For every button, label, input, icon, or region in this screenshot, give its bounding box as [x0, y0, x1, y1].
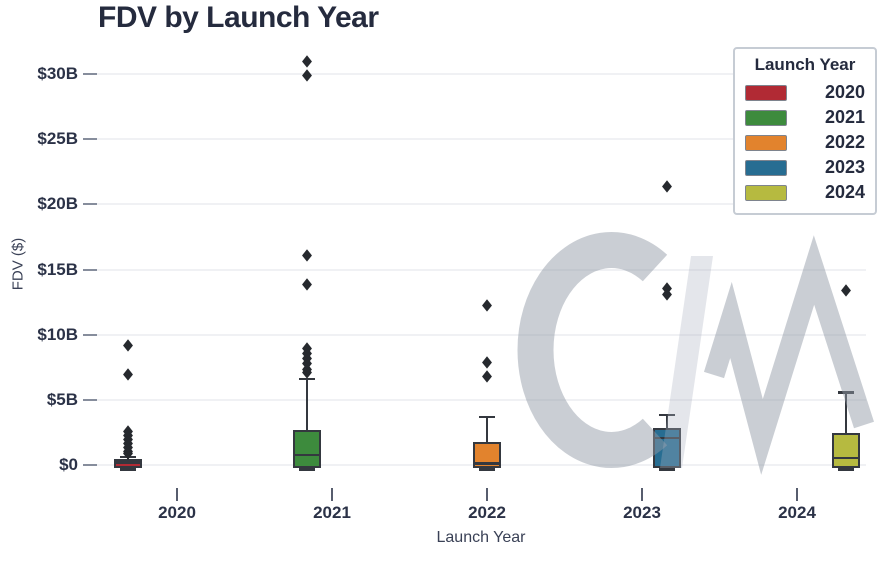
- median-2022: [475, 462, 499, 465]
- y-tick-label: $0: [59, 455, 78, 474]
- median-2021: [295, 453, 320, 457]
- lower-whisker-cap: [119, 468, 136, 471]
- y-gridline: [95, 138, 866, 141]
- box-2024: [832, 433, 861, 468]
- x-tick-label: 2021: [313, 503, 351, 522]
- x-tick-label: 2024: [778, 503, 816, 522]
- lower-whisker-cap: [479, 468, 495, 471]
- outlier-diamond: [302, 55, 312, 67]
- box-2023: [652, 427, 681, 469]
- outlier-diamond: [302, 69, 312, 82]
- y-tick-mark: [83, 203, 97, 206]
- upper-whisker-cap: [838, 391, 855, 394]
- legend-label: 2024: [824, 182, 865, 202]
- y-tick-mark: [83, 333, 97, 336]
- upper-whisker: [845, 392, 848, 434]
- y-tick-label: $20B: [37, 194, 78, 214]
- legend-item-2022: 2022: [745, 130, 865, 155]
- y-tick-mark: [83, 138, 97, 141]
- y-tick-mark: [83, 268, 97, 271]
- outlier-diamond: [122, 368, 133, 380]
- upper-whisker: [306, 378, 309, 430]
- x-axis-label: Launch Year: [436, 529, 526, 546]
- outlier-diamond: [482, 298, 492, 311]
- outlier-diamond: [122, 339, 133, 351]
- x-tick-mark: [486, 488, 488, 501]
- y-gridline: [95, 398, 866, 401]
- outlier-diamond: [841, 284, 851, 297]
- outlier-diamond: [482, 356, 492, 368]
- outlier-diamond: [302, 249, 312, 261]
- median-2020: [115, 461, 140, 464]
- lower-whisker-cap: [299, 468, 316, 471]
- upper-whisker-cap: [658, 413, 675, 417]
- legend-swatch-2021: [745, 109, 787, 126]
- outlier-diamond: [662, 180, 672, 192]
- legend-swatch-2024: [745, 184, 787, 201]
- outlier-diamond: [482, 370, 492, 383]
- y-tick-mark: [83, 73, 97, 75]
- upper-whisker-cap: [299, 377, 316, 381]
- legend-swatch-2022: [745, 134, 787, 151]
- median-2024: [834, 456, 859, 460]
- y-gridline: [95, 333, 866, 336]
- y-tick-label: $5B: [46, 389, 78, 409]
- y-tick-label: $30B: [37, 64, 78, 83]
- legend-label: 2023: [824, 157, 865, 177]
- legend-swatch-2023: [745, 159, 787, 176]
- x-tick-mark: [641, 488, 643, 501]
- outlier-diamond: [302, 278, 312, 290]
- y-tick-mark: [83, 464, 97, 466]
- x-tick-mark: [796, 488, 798, 501]
- box-2021: [293, 429, 322, 468]
- upper-whisker: [665, 414, 668, 428]
- legend-item-2021: 2021: [745, 105, 865, 130]
- legend-item-2020: 2020: [745, 80, 865, 105]
- y-tick-label: $15B: [37, 259, 78, 279]
- lower-whisker-cap: [838, 468, 855, 471]
- x-tick-mark: [176, 488, 178, 501]
- median-2023: [654, 436, 679, 440]
- y-tick-mark: [83, 398, 97, 401]
- y-gridline: [95, 203, 866, 206]
- x-tick-label: 2023: [623, 503, 661, 522]
- x-tick-label: 2020: [158, 503, 196, 522]
- y-tick-label: $25B: [37, 129, 78, 149]
- legend-label: 2021: [824, 107, 865, 127]
- y-gridline: [95, 73, 866, 75]
- legend-item-2023: 2023: [745, 155, 865, 180]
- chart-title: FDV by Launch Year: [98, 1, 379, 34]
- x-tick-label: 2022: [468, 503, 506, 522]
- legend-title: Launch Year: [754, 55, 856, 74]
- x-tick-mark: [331, 488, 333, 501]
- upper-whisker: [486, 416, 488, 442]
- upper-whisker-cap: [479, 415, 495, 419]
- legend-item-2024: 2024: [745, 180, 865, 205]
- y-tick-label: $10B: [37, 324, 78, 344]
- legend-label: 2020: [824, 82, 865, 102]
- y-gridline: [95, 268, 866, 271]
- lower-whisker-cap: [658, 468, 675, 471]
- legend-swatch-2020: [745, 84, 787, 101]
- legend: Launch Year 2020 2021 2022 2023 2024: [733, 47, 877, 215]
- legend-label: 2022: [824, 132, 865, 152]
